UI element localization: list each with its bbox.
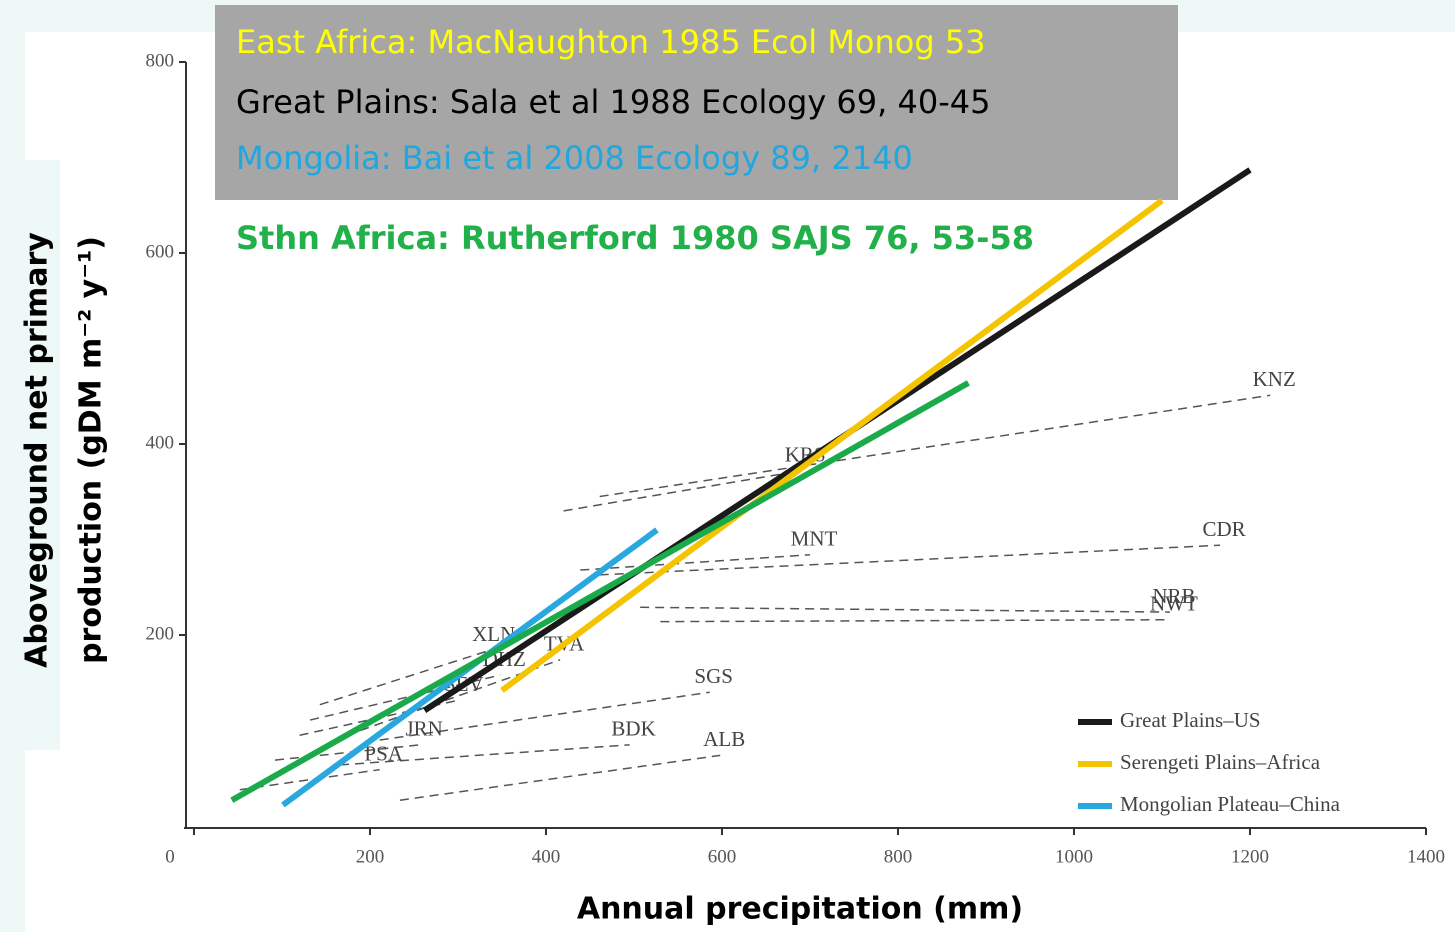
- site-label: NWT: [1150, 592, 1198, 616]
- site-label: SGS: [694, 664, 733, 688]
- x-tick-label: 600: [708, 846, 737, 867]
- site-line: [660, 618, 1170, 623]
- x-tick-label: 200: [356, 846, 385, 867]
- trend-line: [500, 198, 1164, 693]
- site-line: [563, 470, 802, 512]
- site-label: CDR: [1202, 517, 1245, 541]
- y-axis-title: Aboveground net primary: [20, 232, 55, 668]
- site-label: MNT: [791, 527, 838, 551]
- site-line: [274, 744, 421, 761]
- trend-line: [230, 380, 970, 803]
- annotation-box: [215, 5, 1178, 200]
- y-tick-label: 600: [146, 241, 175, 262]
- x-tick-label: 400: [532, 846, 561, 867]
- site-label: BDK: [611, 717, 655, 741]
- site-line: [340, 744, 630, 766]
- site-label: KNZ: [1253, 367, 1296, 391]
- site-line: [379, 691, 710, 741]
- x-tick-label: 0: [165, 846, 175, 867]
- legend-label: Great Plains–US: [1120, 708, 1261, 732]
- y-axis-title: production (gDM m⁻² y⁻¹): [74, 236, 109, 664]
- site-label: ALB: [703, 727, 745, 751]
- x-axis-title: Annual precipitation (mm): [577, 892, 1023, 927]
- annotation: Mongolia: Bai et al 2008 Ecology 89, 214…: [236, 139, 913, 177]
- site-line: [599, 544, 1221, 576]
- side-strip: [0, 160, 60, 750]
- y-tick-label: 200: [146, 623, 175, 644]
- annotation: Great Plains: Sala et al 1988 Ecology 69…: [236, 83, 990, 121]
- legend-label: Serengeti Plains–Africa: [1120, 750, 1321, 774]
- y-tick-label: 400: [146, 432, 175, 453]
- annotation: Sthn Africa: Rutherford 1980 SAJS 76, 53…: [236, 219, 1034, 257]
- site-line: [309, 674, 501, 721]
- site-line: [360, 659, 561, 732]
- site-label: NRB: [1152, 584, 1195, 608]
- site-line: [599, 394, 1271, 498]
- site-line: [640, 606, 1170, 613]
- x-tick-label: 1400: [1407, 846, 1445, 867]
- site-label: PSA: [364, 741, 403, 765]
- site-label: JRN: [405, 717, 442, 741]
- x-tick-label: 1000: [1055, 846, 1093, 867]
- x-tick-label: 1200: [1231, 846, 1269, 867]
- y-tick-label: 800: [146, 50, 175, 71]
- x-tick-label: 800: [884, 846, 913, 867]
- annotation: East Africa: MacNaughton 1985 Ecol Monog…: [236, 23, 986, 61]
- site-line: [399, 754, 721, 801]
- site-line: [239, 768, 380, 791]
- site-line: [580, 554, 811, 571]
- legend-label: Mongolian Plateau–China: [1120, 792, 1341, 816]
